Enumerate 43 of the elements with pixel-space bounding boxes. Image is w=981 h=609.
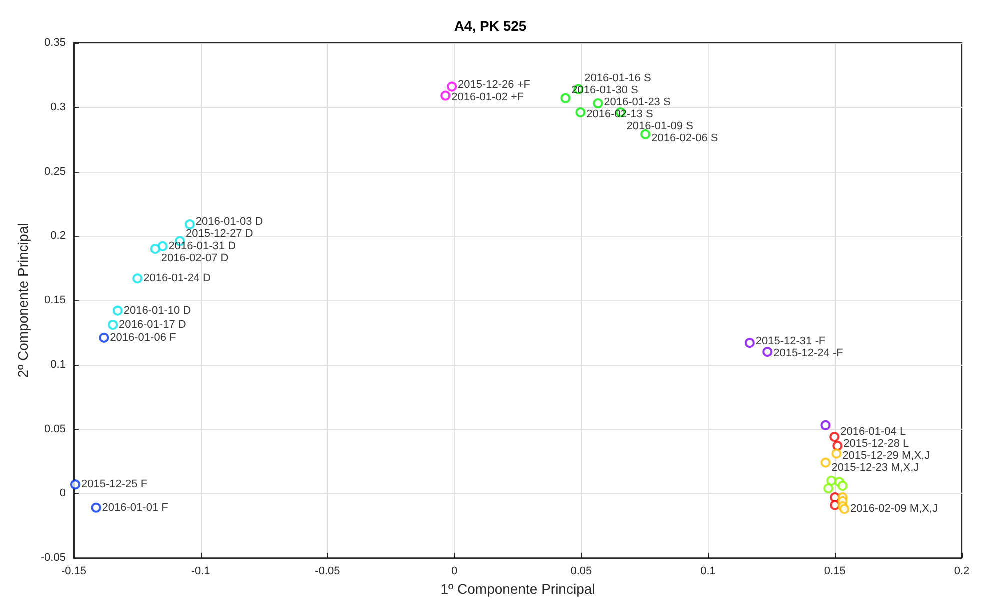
y-tick-label: 0.05 [44,423,66,436]
data-label: 2016-02-07 D [161,252,229,264]
data-label: 2016-01-02 +F [452,91,524,104]
data-label: 2016-01-10 D [124,304,192,317]
data-label: 2015-12-27 D [186,228,254,240]
data-label: 2016-01-31 D [168,240,236,252]
data-label: 2015-12-26 +F [458,79,531,92]
y-tick-label: -0.05 [40,552,66,564]
x-tick-label: 0.2 [954,566,970,578]
y-tick-label: 0.15 [44,294,66,307]
x-tick-label: -0.1 [191,566,210,578]
data-label: 2015-12-29 M,X,J [842,450,930,462]
y-tick-label: 0.2 [50,230,66,242]
x-tick-label: 0.05 [570,566,592,578]
data-label: 2016-02-09 M,X,J [850,503,938,516]
y-tick-label: 0 [60,488,66,500]
x-tick-label: 0.1 [700,566,716,578]
data-label: 2015-12-25 F [81,478,148,491]
data-label: 2015-12-31 -F [756,335,826,348]
y-tick-label: 0.35 [44,37,66,49]
data-label: 2015-12-23 M,X,J [832,462,920,474]
data-label: 2015-12-28 L [844,438,910,450]
data-label: 2016-01-09 S [626,120,694,133]
x-tick-label: -0.05 [315,566,340,578]
data-label: 2015-12-24 -F [774,348,844,360]
data-label: 2016-01-06 F [110,332,176,344]
x-tick-label: 0.15 [824,566,846,578]
data-label: 2016-02-06 S [652,132,718,145]
data-label: 2016-01-17 D [119,319,186,332]
y-tick-label: 0.3 [50,101,66,114]
data-label: 2016-01-01 F [102,502,169,514]
chart-title: A4, PK 525 [454,18,527,34]
data-label: 2016-01-03 D [196,216,264,228]
y-axis-title: 2º Componente Principal [15,223,31,378]
data-label: 2016-01-16 S [584,72,652,84]
y-tick-label: 0.1 [50,358,66,371]
y-tick-label: 0.25 [44,166,66,178]
x-tick-label: 0 [451,566,458,578]
data-label: 2016-01-23 S [604,96,671,108]
x-tick-label: -0.15 [61,566,87,578]
x-axis-title: 1º Componente Principal [440,581,596,597]
data-label: 2016-01-04 L [840,426,906,438]
data-label: 2016-01-24 D [144,272,211,285]
